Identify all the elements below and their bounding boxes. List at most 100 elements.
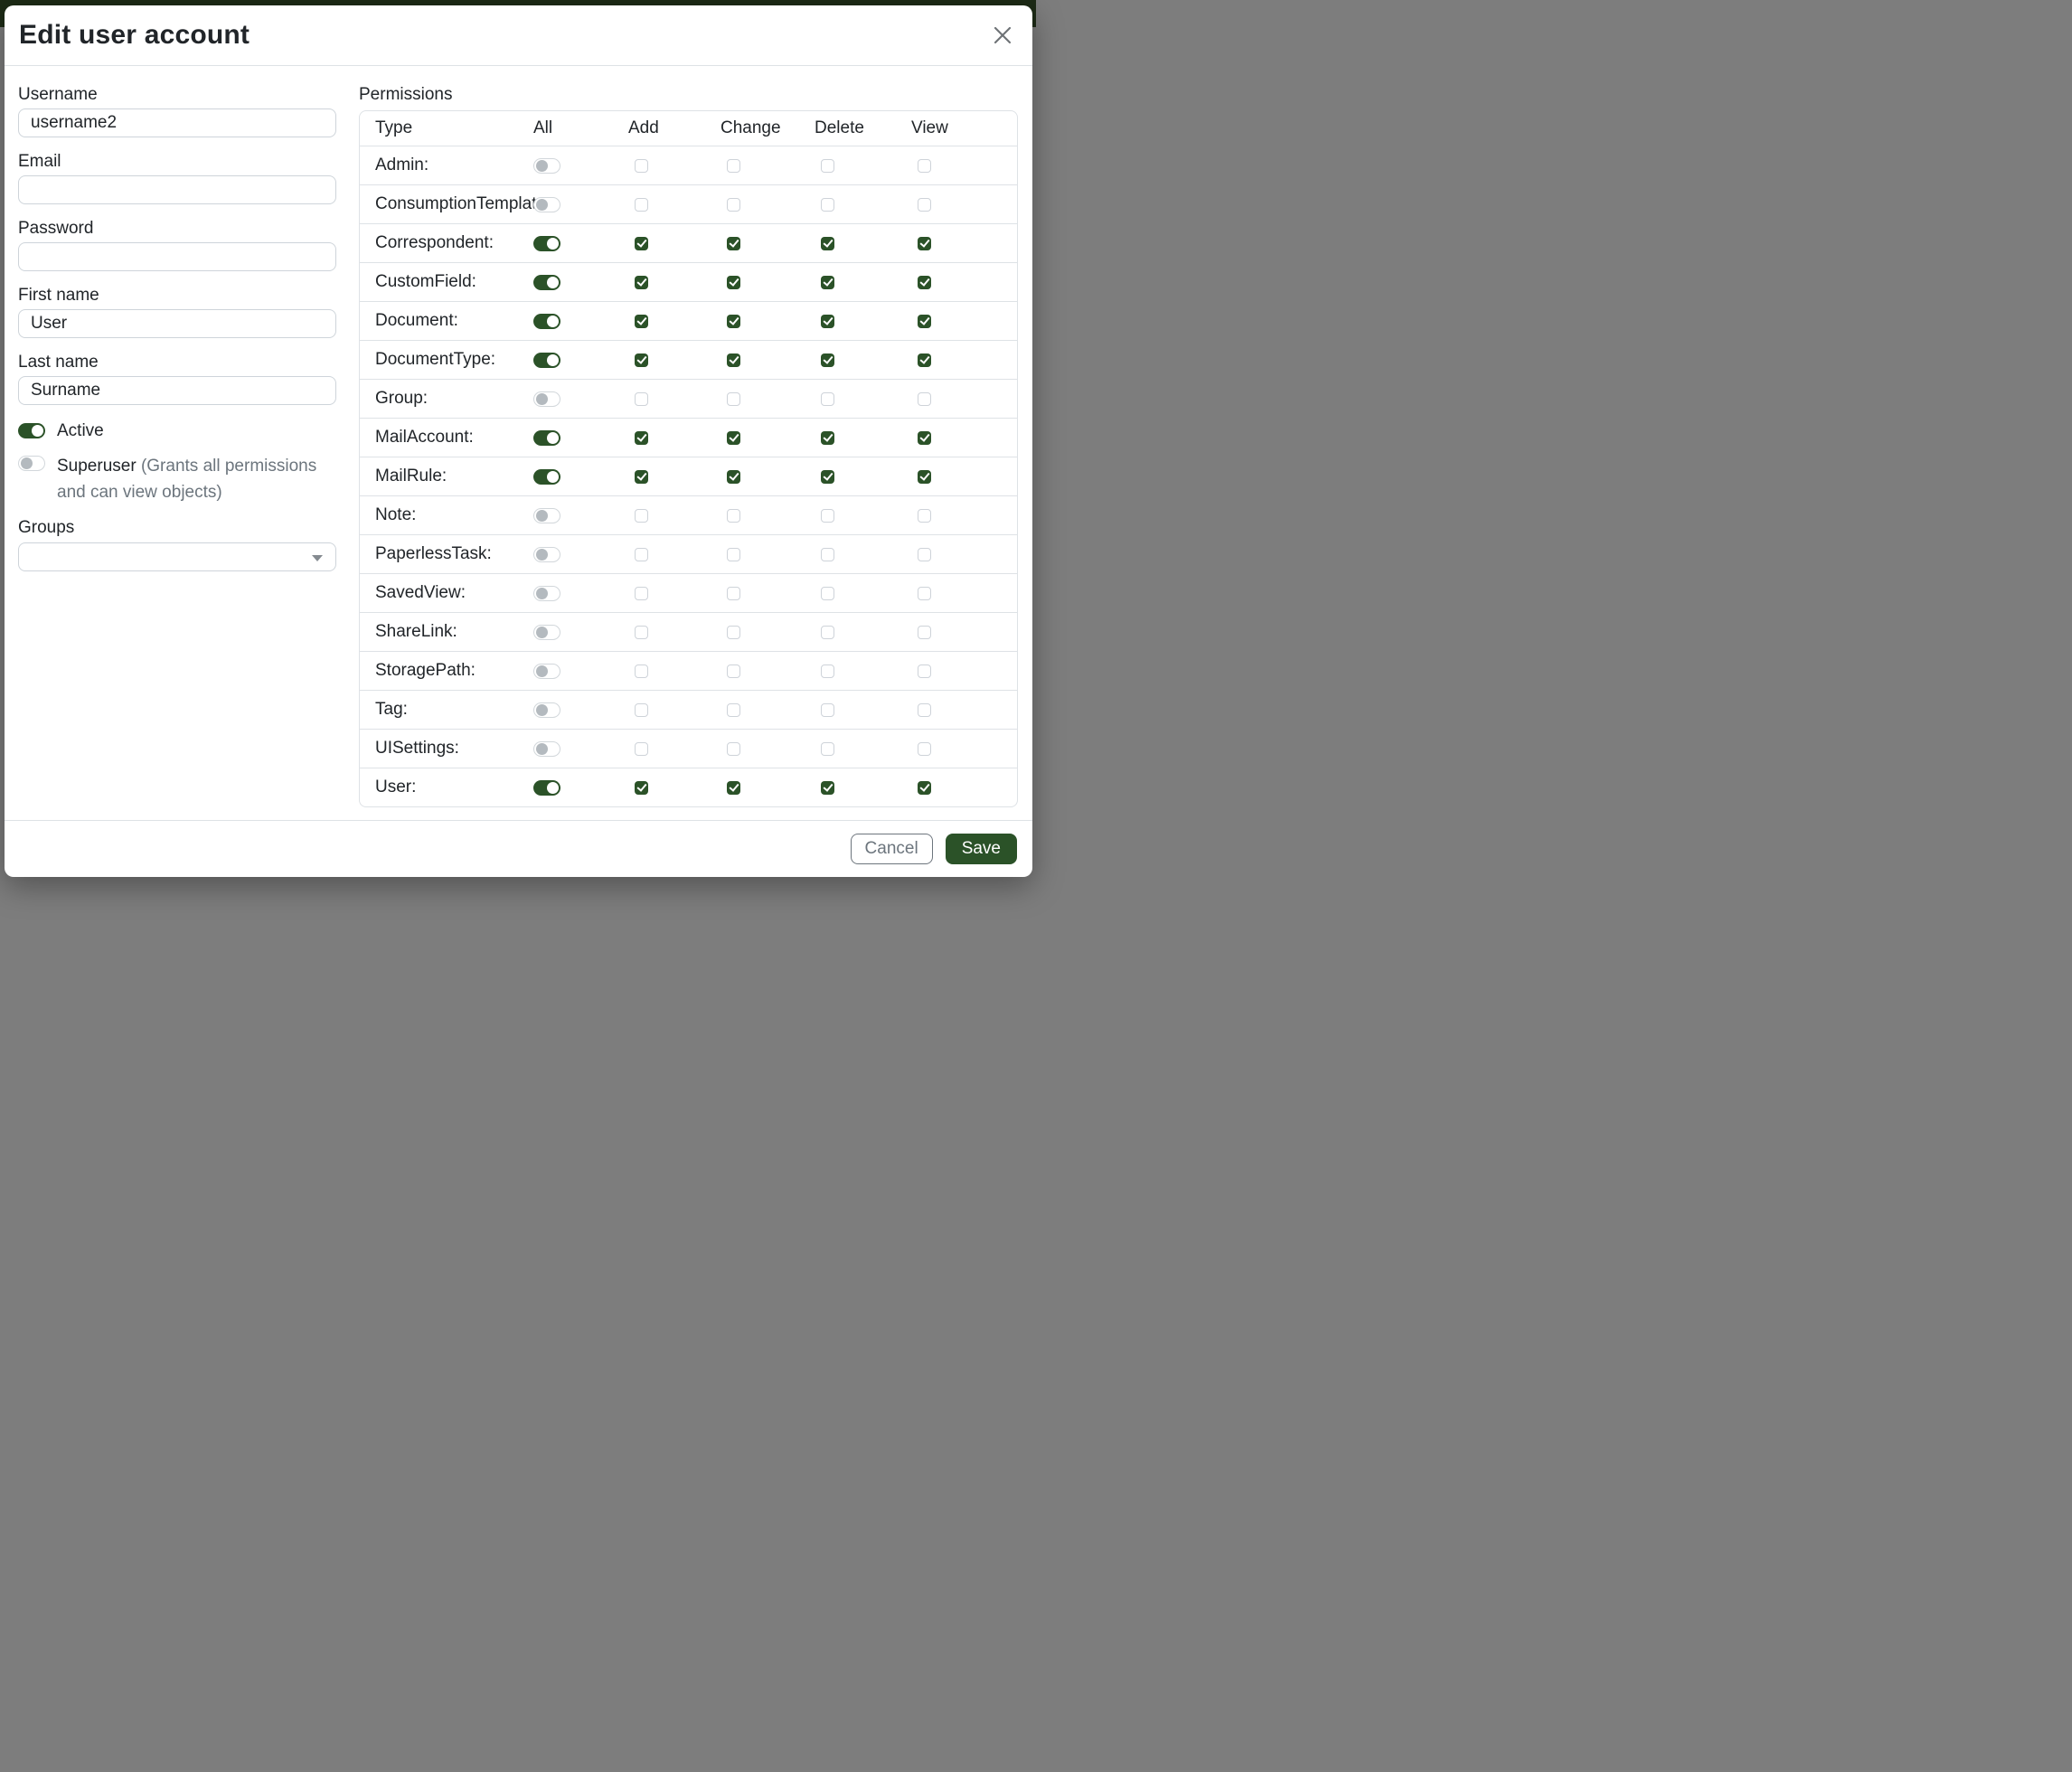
- perm-checkbox-change[interactable]: [727, 391, 740, 406]
- perm-checkbox-change[interactable]: [727, 469, 740, 484]
- perm-toggle-all[interactable]: [533, 274, 560, 290]
- perm-checkbox-view[interactable]: [918, 664, 931, 678]
- password-input[interactable]: [18, 242, 336, 271]
- perm-checkbox-delete[interactable]: [821, 508, 834, 523]
- perm-toggle-all[interactable]: [533, 429, 560, 446]
- cancel-button[interactable]: Cancel: [850, 834, 933, 864]
- perm-checkbox-view[interactable]: [918, 391, 931, 406]
- perm-checkbox-delete[interactable]: [821, 430, 834, 445]
- perm-checkbox-change[interactable]: [727, 236, 740, 250]
- perm-checkbox-add[interactable]: [635, 314, 648, 328]
- save-button[interactable]: Save: [945, 834, 1017, 864]
- perm-checkbox-delete[interactable]: [821, 586, 834, 600]
- perm-checkbox-view[interactable]: [918, 741, 931, 756]
- perm-checkbox-change[interactable]: [727, 158, 740, 173]
- perm-checkbox-delete[interactable]: [821, 391, 834, 406]
- perm-toggle-all[interactable]: [533, 352, 560, 368]
- permission-row: SavedView:: [360, 573, 1017, 612]
- perm-checkbox-change[interactable]: [727, 430, 740, 445]
- perm-checkbox-view[interactable]: [918, 275, 931, 289]
- perm-checkbox-change[interactable]: [727, 275, 740, 289]
- perm-checkbox-delete[interactable]: [821, 702, 834, 717]
- perm-checkbox-delete[interactable]: [821, 664, 834, 678]
- perm-checkbox-delete[interactable]: [821, 314, 834, 328]
- perm-checkbox-add[interactable]: [635, 391, 648, 406]
- perm-checkbox-view[interactable]: [918, 236, 931, 250]
- perm-toggle-all[interactable]: [533, 740, 560, 757]
- perm-checkbox-change[interactable]: [727, 741, 740, 756]
- last-name-input[interactable]: [18, 376, 336, 405]
- perm-checkbox-add[interactable]: [635, 275, 648, 289]
- perm-checkbox-change[interactable]: [727, 547, 740, 561]
- perm-checkbox-view[interactable]: [918, 780, 931, 795]
- perm-checkbox-delete[interactable]: [821, 353, 834, 367]
- perm-checkbox-delete[interactable]: [821, 236, 834, 250]
- perm-toggle-all[interactable]: [533, 391, 560, 407]
- first-name-input[interactable]: [18, 309, 336, 338]
- toggle-knob: [536, 587, 548, 599]
- perm-checkbox-change[interactable]: [727, 314, 740, 328]
- perm-checkbox-change[interactable]: [727, 664, 740, 678]
- close-button[interactable]: [989, 22, 1016, 49]
- perm-checkbox-add[interactable]: [635, 586, 648, 600]
- perm-checkbox-delete[interactable]: [821, 275, 834, 289]
- perm-checkbox-change[interactable]: [727, 353, 740, 367]
- perm-checkbox-delete[interactable]: [821, 625, 834, 639]
- perm-checkbox-add[interactable]: [635, 353, 648, 367]
- perm-checkbox-change[interactable]: [727, 625, 740, 639]
- perm-checkbox-view[interactable]: [918, 430, 931, 445]
- perm-checkbox-add[interactable]: [635, 741, 648, 756]
- perm-toggle-all[interactable]: [533, 507, 560, 523]
- perm-toggle-all[interactable]: [533, 624, 560, 640]
- perm-checkbox-add[interactable]: [635, 430, 648, 445]
- perm-checkbox-add[interactable]: [635, 158, 648, 173]
- perm-checkbox-add[interactable]: [635, 625, 648, 639]
- groups-select[interactable]: [18, 542, 336, 571]
- perm-checkbox-change[interactable]: [727, 702, 740, 717]
- superuser-toggle[interactable]: [18, 456, 45, 471]
- username-input[interactable]: [18, 108, 336, 137]
- email-input[interactable]: [18, 175, 336, 204]
- perm-toggle-all[interactable]: [533, 546, 560, 562]
- perm-checkbox-change[interactable]: [727, 780, 740, 795]
- active-toggle[interactable]: [18, 423, 45, 438]
- perm-toggle-all[interactable]: [533, 196, 560, 212]
- perm-checkbox-view[interactable]: [918, 158, 931, 173]
- permission-type-label: Document:: [375, 311, 458, 330]
- toggle-knob: [536, 392, 548, 405]
- perm-checkbox-add[interactable]: [635, 702, 648, 717]
- perm-checkbox-view[interactable]: [918, 314, 931, 328]
- perm-toggle-all[interactable]: [533, 157, 560, 174]
- perm-checkbox-view[interactable]: [918, 508, 931, 523]
- perm-checkbox-delete[interactable]: [821, 741, 834, 756]
- perm-checkbox-view[interactable]: [918, 197, 931, 212]
- perm-checkbox-view[interactable]: [918, 547, 931, 561]
- perm-checkbox-add[interactable]: [635, 236, 648, 250]
- perm-checkbox-delete[interactable]: [821, 197, 834, 212]
- perm-checkbox-add[interactable]: [635, 547, 648, 561]
- perm-checkbox-change[interactable]: [727, 508, 740, 523]
- perm-toggle-all[interactable]: [533, 779, 560, 796]
- perm-checkbox-delete[interactable]: [821, 469, 834, 484]
- perm-checkbox-delete[interactable]: [821, 547, 834, 561]
- perm-checkbox-delete[interactable]: [821, 158, 834, 173]
- perm-toggle-all[interactable]: [533, 585, 560, 601]
- perm-checkbox-change[interactable]: [727, 586, 740, 600]
- perm-checkbox-add[interactable]: [635, 664, 648, 678]
- perm-toggle-all[interactable]: [533, 313, 560, 329]
- perm-toggle-all[interactable]: [533, 663, 560, 679]
- perm-checkbox-add[interactable]: [635, 780, 648, 795]
- perm-checkbox-add[interactable]: [635, 469, 648, 484]
- perm-checkbox-view[interactable]: [918, 353, 931, 367]
- perm-checkbox-change[interactable]: [727, 197, 740, 212]
- perm-checkbox-add[interactable]: [635, 508, 648, 523]
- perm-checkbox-view[interactable]: [918, 469, 931, 484]
- perm-toggle-all[interactable]: [533, 702, 560, 718]
- perm-checkbox-view[interactable]: [918, 625, 931, 639]
- perm-toggle-all[interactable]: [533, 235, 560, 251]
- perm-checkbox-view[interactable]: [918, 702, 931, 717]
- perm-checkbox-delete[interactable]: [821, 780, 834, 795]
- perm-toggle-all[interactable]: [533, 468, 560, 485]
- perm-checkbox-view[interactable]: [918, 586, 931, 600]
- perm-checkbox-add[interactable]: [635, 197, 648, 212]
